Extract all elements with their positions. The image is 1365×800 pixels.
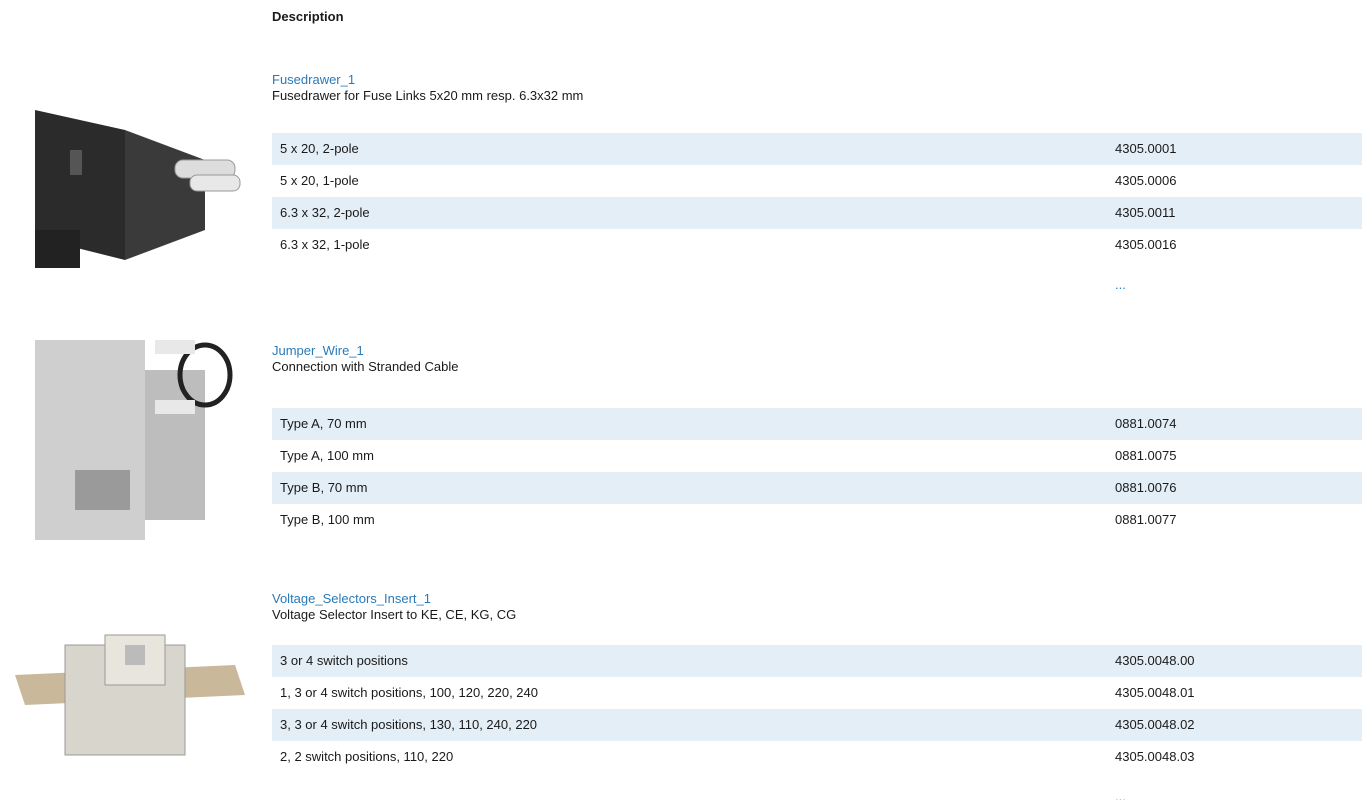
more-link[interactable]: ... [1115,789,1126,800]
row-label: Type B, 100 mm [280,512,375,528]
order-number: 0881.0075 [1115,448,1176,464]
item-description: Connection with Stranded Cable [272,359,458,375]
order-number: 4305.0048.03 [1115,749,1195,765]
row-label: 3, 3 or 4 switch positions, 130, 110, 24… [280,717,537,733]
more-link[interactable]: ... [1115,277,1126,293]
table-row: 6.3 x 32, 2-pole 4305.0011 [272,197,1362,229]
table-row: Type A, 70 mm 0881.0074 [272,408,1362,440]
table-row: 6.3 x 32, 1-pole 4305.0016 [272,229,1362,261]
voltage-selector-image [5,625,255,765]
item-title[interactable]: Jumper_Wire_1 [272,343,364,359]
fusedrawer-image [5,90,255,275]
column-header: Description [272,9,344,25]
table-row: 1, 3 or 4 switch positions, 100, 120, 22… [272,677,1362,709]
row-label: 3 or 4 switch positions [280,653,408,669]
order-number: 0881.0076 [1115,480,1176,496]
table-row: Type B, 70 mm 0881.0076 [272,472,1362,504]
table-row: 2, 2 switch positions, 110, 220 4305.0048… [272,741,1362,773]
page: Description Fusedrawer_1Fusedrawer for F… [0,0,1365,800]
item-description: Fusedrawer for Fuse Links 5x20 mm resp. … [272,88,583,104]
order-number: 4305.0016 [1115,237,1176,253]
row-label: 5 x 20, 1-pole [280,173,359,189]
order-number: 4305.0001 [1115,141,1176,157]
order-number: 0881.0077 [1115,512,1176,528]
row-label: 1, 3 or 4 switch positions, 100, 120, 22… [280,685,538,701]
row-label: 6.3 x 32, 2-pole [280,205,370,221]
row-label: 2, 2 switch positions, 110, 220 [280,749,453,765]
row-label: 5 x 20, 2-pole [280,141,359,157]
order-number: 4305.0048.00 [1115,653,1195,669]
item-title[interactable]: Voltage_Selectors_Insert_1 [272,591,431,607]
order-number: 4305.0011 [1115,205,1176,221]
jumper-wire-image [5,330,255,560]
order-number: 0881.0074 [1115,416,1176,432]
row-label: Type A, 70 mm [280,416,367,432]
row-label: Type B, 70 mm [280,480,367,496]
row-label: 6.3 x 32, 1-pole [280,237,370,253]
order-number: 4305.0048.02 [1115,717,1195,733]
table-row: 3 or 4 switch positions 4305.0048.00 [272,645,1362,677]
item-title[interactable]: Fusedrawer_1 [272,72,355,88]
item-description: Voltage Selector Insert to KE, CE, KG, C… [272,607,516,623]
table-row: 5 x 20, 2-pole 4305.0001 [272,133,1362,165]
order-number: 4305.0006 [1115,173,1176,189]
table-row: 3, 3 or 4 switch positions, 130, 110, 24… [272,709,1362,741]
table-row: Type A, 100 mm 0881.0075 [272,440,1362,472]
row-label: Type A, 100 mm [280,448,374,464]
table-row: Type B, 100 mm 0881.0077 [272,504,1362,536]
order-number: 4305.0048.01 [1115,685,1195,701]
table-row: 5 x 20, 1-pole 4305.0006 [272,165,1362,197]
